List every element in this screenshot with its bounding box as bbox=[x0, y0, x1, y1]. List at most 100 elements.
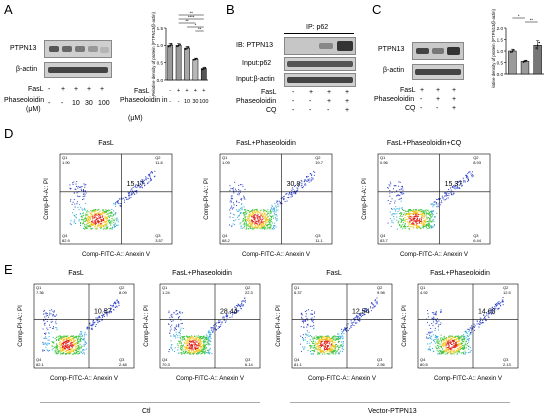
quadrant-q3: 2.13 bbox=[503, 362, 512, 367]
quadrant-q1: Q1 bbox=[162, 285, 168, 290]
y-axis-label: Relative density of protein (PTPN13/β-ac… bbox=[151, 11, 156, 95]
quadrant-q1: 0.96 bbox=[380, 160, 389, 165]
b-cq-sign: - bbox=[292, 107, 295, 114]
quadrant-q4: 68.2 bbox=[222, 238, 231, 243]
blot-label-input-actin: Input:β-actin bbox=[236, 76, 275, 83]
data-point bbox=[167, 45, 170, 48]
quadrant-q4: Q4 bbox=[294, 357, 300, 362]
y-tick-label: 1.0 bbox=[497, 49, 504, 54]
quadrant-q1: Q1 bbox=[36, 285, 42, 290]
quadrant-q1: Q1 bbox=[222, 155, 228, 160]
flow-scatter bbox=[426, 297, 504, 355]
ip-label: IP: p62 bbox=[306, 24, 329, 31]
y-tick-label: 0.0 bbox=[497, 72, 504, 77]
flow-plot-title: FasL+Phaseoloidin bbox=[172, 270, 232, 277]
blot-label-actin: β-actin bbox=[16, 66, 38, 73]
a-fasl-sign: + bbox=[100, 86, 105, 93]
group-line-ctl bbox=[40, 402, 260, 403]
quadrant-q3: Q3 bbox=[473, 233, 479, 238]
flow-plot-title: FasL+Phaseoloidin+CQ bbox=[386, 140, 462, 147]
flow-plot-frame bbox=[417, 283, 519, 369]
quadrant-q3: 3.57 bbox=[155, 238, 164, 243]
row-label-unit: (μM) bbox=[26, 106, 41, 113]
y-tick-label: 1.0 bbox=[157, 43, 164, 48]
quadrant-q2: Q2 bbox=[377, 285, 383, 290]
a-dose-sign: 30 bbox=[85, 100, 93, 107]
b-fasl-sign: + bbox=[345, 89, 350, 96]
blot-p62-b bbox=[284, 57, 356, 71]
row-label-b-cq: CQ bbox=[266, 107, 277, 114]
blot-ptpn13-b bbox=[284, 37, 356, 55]
data-point bbox=[169, 44, 171, 47]
b-fasl-sign: - bbox=[292, 89, 295, 96]
bar bbox=[520, 61, 530, 75]
chart-a-fasl-sign: + bbox=[202, 88, 205, 94]
data-point bbox=[203, 67, 205, 70]
a-fasl-sign: - bbox=[48, 86, 51, 93]
c-fasl-sign: + bbox=[436, 87, 441, 94]
blot-actin-b bbox=[284, 73, 356, 87]
sig-label: ** bbox=[185, 18, 189, 23]
chart-a-phase-label: Phaseoloidin in bbox=[120, 97, 168, 104]
apoptosis-value: 15.17 bbox=[127, 181, 145, 188]
row-label-fasl: FasL bbox=[28, 86, 44, 93]
quadrant-q4: 80.5 bbox=[420, 362, 429, 367]
blot-label-c-actin: β-actin bbox=[383, 67, 405, 74]
a-dose-sign: 10 bbox=[72, 100, 80, 107]
data-point bbox=[177, 44, 180, 47]
c-fasl-sign: + bbox=[452, 87, 457, 94]
c-phase-sign: - bbox=[420, 96, 423, 103]
b-cq-sign: - bbox=[309, 107, 312, 114]
chart-a-dose-sign: - bbox=[178, 99, 180, 105]
quadrant-q1: 1.90 bbox=[62, 160, 71, 165]
bar bbox=[508, 50, 517, 75]
chart-a-dose-sign: - bbox=[169, 99, 171, 105]
b-phase-sign: + bbox=[345, 98, 350, 105]
data-point bbox=[536, 44, 539, 47]
b-cq-sign: - bbox=[327, 107, 330, 114]
quadrant-q4: 82.9 bbox=[62, 238, 71, 243]
sig-label: ** bbox=[198, 26, 202, 31]
a-fasl-sign: + bbox=[74, 86, 79, 93]
quadrant-q1: Q1 bbox=[294, 285, 300, 290]
panel-letter-c: C bbox=[372, 2, 382, 17]
quadrant-q3: 2.56 bbox=[377, 362, 386, 367]
data-point bbox=[522, 61, 525, 63]
blot-actin-a bbox=[44, 62, 112, 78]
flow-plot-title: FasL+Phaseoloidin bbox=[430, 270, 490, 277]
c-fasl-sign: + bbox=[420, 87, 425, 94]
quadrant-q1: Q1 bbox=[380, 155, 386, 160]
quadrant-q4: 83.7 bbox=[380, 238, 389, 243]
quadrant-q1: 4.92 bbox=[420, 290, 429, 295]
flow-x-label: Comp-FITC-A:: Anexin V bbox=[308, 375, 377, 382]
a-dose-sign: - bbox=[48, 100, 51, 107]
quadrant-q4: 70.3 bbox=[162, 362, 171, 367]
row-label-c-phase: Phaseoloidin bbox=[374, 96, 415, 103]
quadrant-q3: 6.14 bbox=[245, 362, 254, 367]
quadrant-q2: 19.7 bbox=[315, 160, 324, 165]
quadrant-q4: Q4 bbox=[36, 357, 42, 362]
data-point bbox=[170, 43, 173, 45]
sig-label: * bbox=[195, 22, 197, 27]
c-phase-sign: + bbox=[436, 96, 441, 103]
flow-y-label: Comp-PI-A:: PI bbox=[401, 305, 408, 347]
quadrant-q3: Q3 bbox=[503, 357, 509, 362]
group-label-ctl: Ctl bbox=[142, 408, 151, 415]
flow-y-label: Comp-PI-A:: PI bbox=[203, 178, 210, 220]
b-cq-sign: + bbox=[345, 107, 350, 114]
bar bbox=[192, 58, 199, 81]
row-label-c-cq: CQ bbox=[405, 105, 416, 112]
data-point bbox=[186, 47, 188, 49]
data-point bbox=[179, 43, 181, 46]
b-fasl-sign: + bbox=[309, 89, 314, 96]
apoptosis-value: 28.44 bbox=[220, 308, 238, 315]
data-point bbox=[511, 50, 514, 52]
panel-letter-a: A bbox=[4, 2, 13, 17]
chart-a-unit: (μM) bbox=[128, 115, 143, 122]
bar bbox=[200, 68, 207, 81]
y-tick-label: 0.5 bbox=[497, 60, 504, 65]
data-point bbox=[510, 51, 512, 53]
quadrant-q4: 81.1 bbox=[294, 362, 303, 367]
